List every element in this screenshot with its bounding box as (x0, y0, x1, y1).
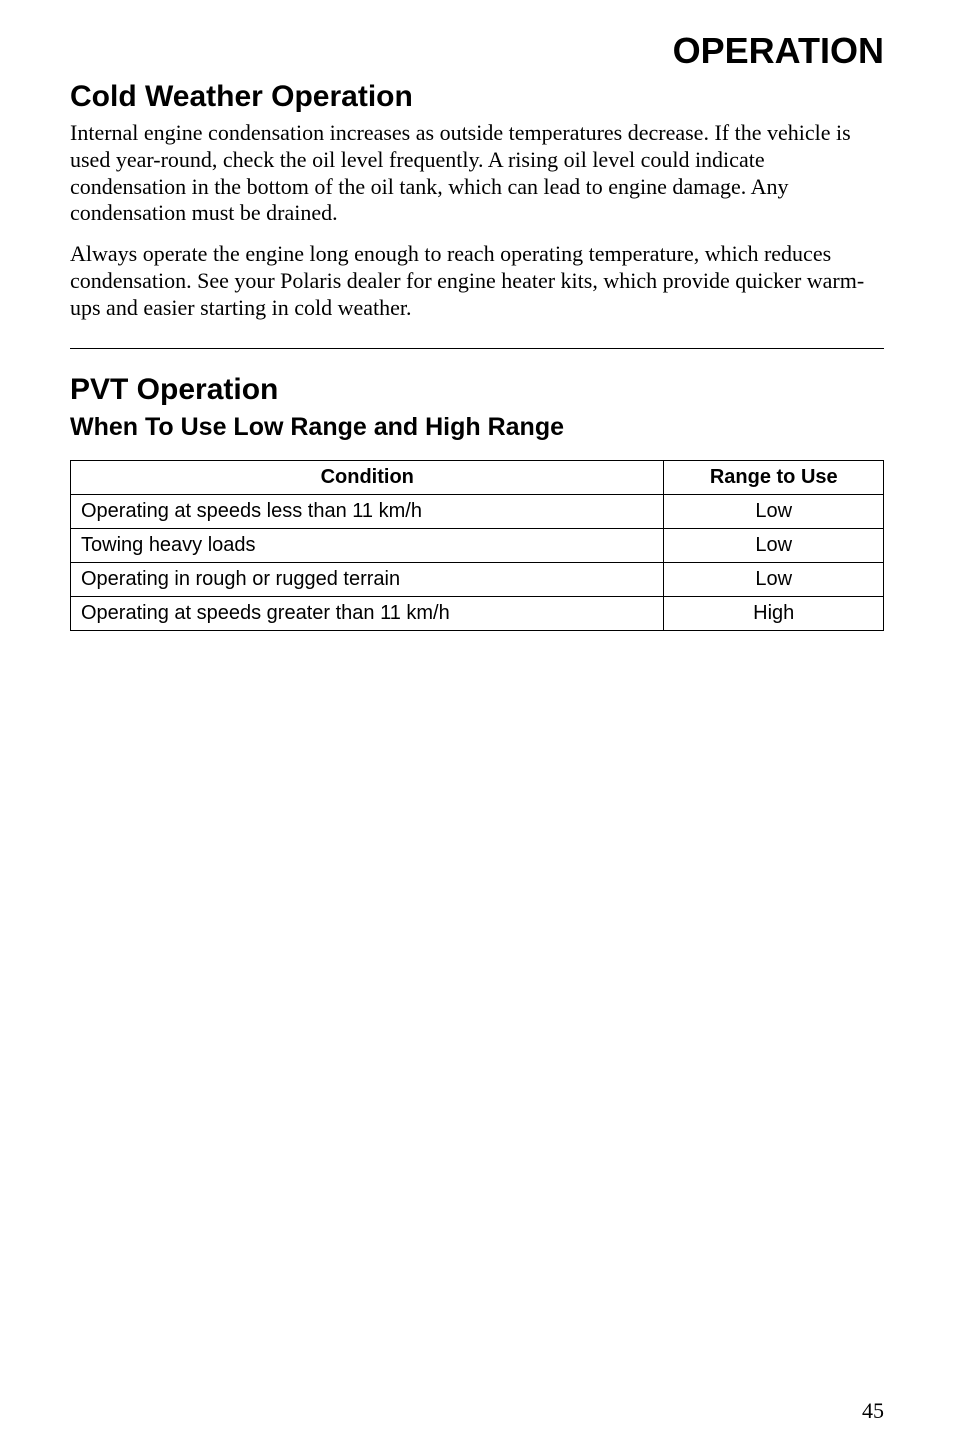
table-header-condition: Condition (71, 460, 664, 494)
table-cell-range: Low (664, 528, 884, 562)
pvt-heading: PVT Operation (70, 373, 884, 407)
section-divider (70, 348, 884, 349)
table-cell-range: Low (664, 494, 884, 528)
table-cell-condition: Operating at speeds greater than 11 km/h (71, 596, 664, 630)
table-cell-condition: Towing heavy loads (71, 528, 664, 562)
cold-weather-heading: Cold Weather Operation (70, 80, 884, 114)
table-cell-condition: Operating at speeds less than 11 km/h (71, 494, 664, 528)
page-number: 45 (862, 1398, 884, 1424)
table-row: Operating in rough or rugged terrain Low (71, 562, 884, 596)
table-header-row: Condition Range to Use (71, 460, 884, 494)
section-title: OPERATION (70, 30, 884, 72)
range-table: Condition Range to Use Operating at spee… (70, 460, 884, 631)
table-row: Operating at speeds greater than 11 km/h… (71, 596, 884, 630)
pvt-subheading: When To Use Low Range and High Range (70, 413, 884, 442)
table-cell-condition: Operating in rough or rugged terrain (71, 562, 664, 596)
table-row: Towing heavy loads Low (71, 528, 884, 562)
table-row: Operating at speeds less than 11 km/h Lo… (71, 494, 884, 528)
table-cell-range: Low (664, 562, 884, 596)
table-cell-range: High (664, 596, 884, 630)
table-header-range: Range to Use (664, 460, 884, 494)
cold-weather-para-2: Always operate the engine long enough to… (70, 241, 884, 321)
cold-weather-para-1: Internal engine condensation increases a… (70, 120, 884, 227)
